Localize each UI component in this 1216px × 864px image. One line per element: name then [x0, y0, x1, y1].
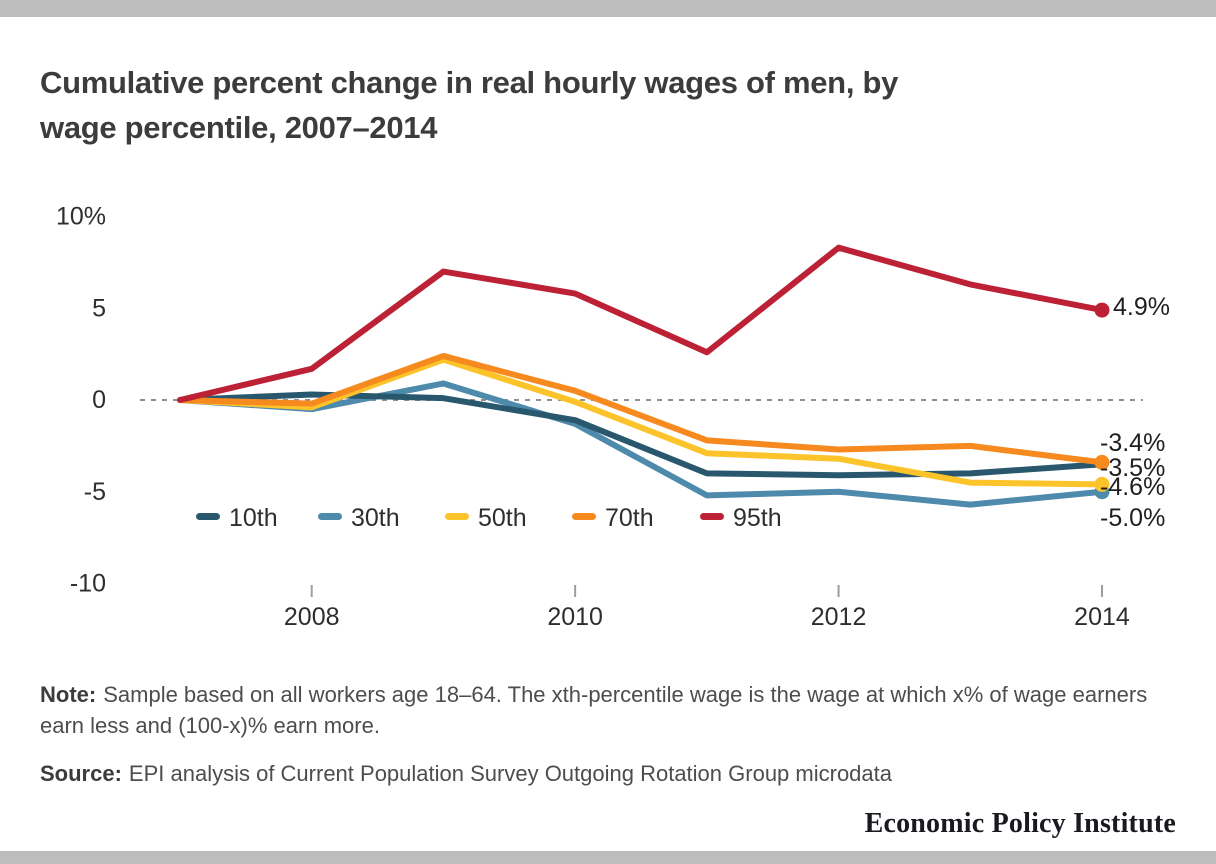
legend-label-70th: 70th	[605, 504, 654, 532]
x-axis-label-2012: 2012	[811, 603, 867, 631]
epi-wordmark: Economic Policy Institute	[864, 808, 1176, 839]
wage-percentile-line-chart: 10% 5 0 -5 -10 2008 2010 2012 2014 -3.5% -5.0% -4.6…	[56, 203, 1170, 632]
top-border-bar	[0, 0, 1216, 17]
legend-swatch-95th	[700, 513, 724, 520]
y-axis-label-5: 5	[92, 294, 106, 322]
legend-label-50th: 50th	[478, 504, 527, 532]
source-label: Source:	[40, 761, 122, 786]
bottom-border-bar	[0, 851, 1216, 864]
note-body: Sample based on all workers age 18–64. T…	[40, 682, 1148, 738]
chart-source: Source: EPI analysis of Current Populatio…	[40, 758, 1170, 789]
legend-label-30th: 30th	[351, 504, 400, 532]
y-axis-label-10: 10%	[56, 203, 106, 231]
legend-swatch-10th	[196, 513, 220, 520]
chart-title-line-1: Cumulative percent change in real hourly…	[40, 65, 899, 100]
end-dot-50th	[1094, 476, 1110, 492]
line-95th	[177, 244, 1105, 403]
end-dot-95th	[1094, 302, 1110, 318]
x-axis-label-2014: 2014	[1074, 603, 1130, 631]
y-axis-label-0: 0	[92, 386, 106, 414]
end-label-30th: -5.0%	[1100, 504, 1165, 532]
y-axis-label--5: -5	[84, 478, 106, 506]
legend-label-10th: 10th	[229, 504, 278, 532]
source-body: EPI analysis of Current Population Surve…	[128, 761, 892, 786]
chart-title-line-2: wage percentile, 2007–2014	[40, 110, 438, 145]
legend-label-95th: 95th	[733, 504, 782, 532]
end-dot-70th	[1094, 454, 1110, 470]
end-label-10th: -3.5%	[1100, 454, 1165, 482]
end-label-50th: -4.6%	[1100, 473, 1165, 501]
line-50th	[177, 356, 1105, 488]
chart-note: Note: Sample based on all workers age 18–…	[40, 679, 1170, 741]
legend-swatch-70th	[572, 513, 596, 520]
x-axis-label-2008: 2008	[284, 603, 340, 631]
y-axis-label--10: -10	[70, 570, 106, 598]
x-axis-label-2010: 2010	[547, 603, 603, 631]
legend-swatch-30th	[318, 513, 342, 520]
end-label-70th: -3.4%	[1100, 429, 1165, 457]
note-label: Note:	[40, 682, 97, 707]
legend-swatch-50th	[445, 513, 469, 520]
end-label-95th: 4.9%	[1113, 293, 1170, 321]
line-30th	[177, 380, 1105, 508]
line-70th	[177, 352, 1105, 466]
chart-title: Cumulative percent change in real hourly…	[40, 60, 1170, 150]
